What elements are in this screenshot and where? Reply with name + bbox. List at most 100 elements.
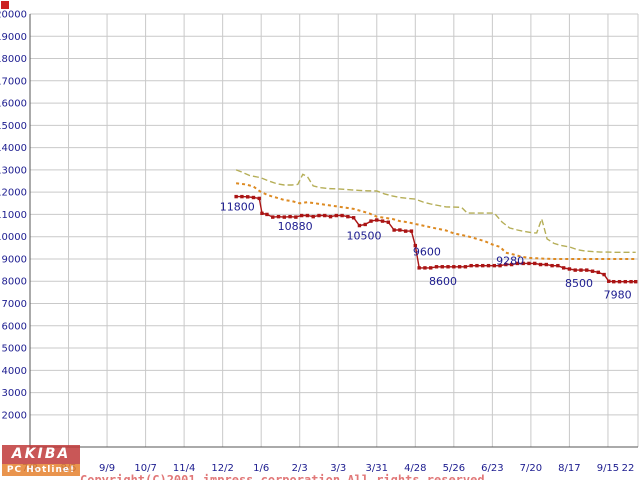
series-low-price-marker <box>363 222 367 227</box>
y-axis-label: 12000 <box>0 188 27 199</box>
x-axis-label: 2/3 <box>292 463 308 474</box>
x-axis-label: 8/17 <box>558 463 580 474</box>
series-low-price-marker <box>265 212 269 217</box>
series-low-price-marker <box>596 270 601 275</box>
y-axis-label: 4000 <box>2 366 27 377</box>
series-low-price-marker <box>623 279 627 284</box>
series-low-price-marker <box>346 214 350 219</box>
series-low-price-marker <box>288 214 292 219</box>
y-axis-label: 16000 <box>0 99 27 110</box>
series-average-price <box>235 182 636 260</box>
logo-pc-hotline-text: PC Hotline! <box>2 464 80 476</box>
x-axis-label: 1/6 <box>253 463 269 474</box>
series-low-price-marker <box>398 228 402 232</box>
y-axis-label: 6000 <box>2 321 27 332</box>
series-low-price-marker <box>567 267 572 271</box>
series-low-price-marker <box>629 279 633 284</box>
x-axis-label: 6/23 <box>481 463 503 474</box>
x-axis-label: 9/15 <box>597 463 619 474</box>
series-low-price-marker <box>305 213 310 218</box>
series-low-price-marker <box>446 265 450 269</box>
watermark: Copyright(C)2001 impress corporation All… <box>80 438 492 480</box>
series-low-price-marker <box>403 229 408 233</box>
y-axis-label: 17000 <box>0 76 27 87</box>
series-low-price-marker <box>294 215 298 219</box>
series-low-price-marker <box>509 262 514 267</box>
series-low-price-marker <box>463 265 468 269</box>
x-axis-label: 3/31 <box>366 463 388 474</box>
y-axis-label: 11000 <box>0 210 27 221</box>
series-low-price-marker <box>612 279 616 284</box>
x-axis-label: 10/7 <box>134 463 156 474</box>
series-low-price-marker <box>504 262 508 267</box>
y-axis-label: 2000 <box>2 410 27 421</box>
series-low-price-marker <box>633 279 638 284</box>
series-low-price-marker <box>340 213 344 218</box>
corner-mark <box>1 1 9 9</box>
x-axis-label: 4/28 <box>404 463 426 474</box>
series-low-price-marker <box>234 194 238 199</box>
series-low-price-marker <box>282 215 286 219</box>
series-low-price-marker <box>413 243 417 248</box>
series-low-price-marker <box>607 279 611 283</box>
x-axis-label: 3/3 <box>330 463 346 474</box>
series-low-price-marker <box>617 279 622 284</box>
series-low-price-marker <box>538 262 543 267</box>
series-low-price-marker <box>429 266 433 270</box>
price-annotation: 10880 <box>278 220 313 233</box>
series-low-price-marker <box>245 195 250 199</box>
logo-akiba-text: AKIBA <box>2 445 80 464</box>
series-low-price-marker <box>573 268 577 272</box>
series-low-price-marker <box>323 213 327 218</box>
series-low-price-marker <box>527 261 531 266</box>
series-low-price-marker <box>357 223 362 228</box>
series-low-price-marker <box>375 218 379 222</box>
x-axis-label: 9/9 <box>99 463 115 474</box>
series-low-price-marker <box>469 263 473 268</box>
series-low-price-marker <box>311 214 315 219</box>
series-low-price-marker <box>251 195 256 200</box>
series-high-price <box>235 169 636 254</box>
price-annotation: 9280 <box>496 255 524 268</box>
series-low-price-marker <box>544 262 549 267</box>
y-axis-label: 3000 <box>2 388 27 399</box>
x-axis-label: 5/26 <box>443 463 465 474</box>
series-low-price-marker <box>423 266 427 270</box>
series-low-price-marker <box>590 269 595 273</box>
series-low-price-marker <box>334 213 339 218</box>
series-low-price-marker <box>271 215 275 219</box>
akiba-pc-hotline-logo: AKIBA PC Hotline! <box>2 445 80 476</box>
series-low-price-marker <box>276 214 281 219</box>
price-annotation: 7980 <box>604 289 632 302</box>
series-low-price-marker <box>475 263 479 268</box>
series-low-price-marker <box>533 261 537 266</box>
series-low-price-marker <box>481 263 485 268</box>
price-annotation: 9600 <box>413 246 441 259</box>
series-low-price-marker <box>240 194 244 199</box>
price-annotation: 8600 <box>429 275 457 288</box>
watermark-copyright-line: Copyright(C)2001 impress corporation All… <box>80 473 492 480</box>
series-low-price-marker <box>299 213 304 218</box>
y-axis-label: 7000 <box>2 299 27 310</box>
series-low-price-marker <box>328 214 333 219</box>
series-low-price-marker <box>380 219 385 223</box>
y-axis-label: 15000 <box>0 121 27 132</box>
y-axis-label: 20000 <box>0 10 27 21</box>
price-annotation: 11800 <box>220 201 255 214</box>
y-axis-label: 18000 <box>0 54 27 65</box>
series-low-price-marker <box>515 261 520 266</box>
series-low-price-marker <box>417 266 421 270</box>
y-axis-label: 5000 <box>2 344 27 355</box>
y-axis-label: 19000 <box>0 32 27 43</box>
series-low-price-marker <box>602 272 606 277</box>
x-axis-label: 7/20 <box>520 463 542 474</box>
series-low-price-marker <box>257 196 261 201</box>
y-axis-label: 14000 <box>0 143 27 154</box>
series-low-price-marker <box>457 265 462 269</box>
x-axis-extra-label: 22 <box>622 463 635 474</box>
series-low-price-marker <box>260 211 264 216</box>
series-low-price-marker <box>440 265 444 269</box>
series-low-price-marker <box>521 261 525 266</box>
